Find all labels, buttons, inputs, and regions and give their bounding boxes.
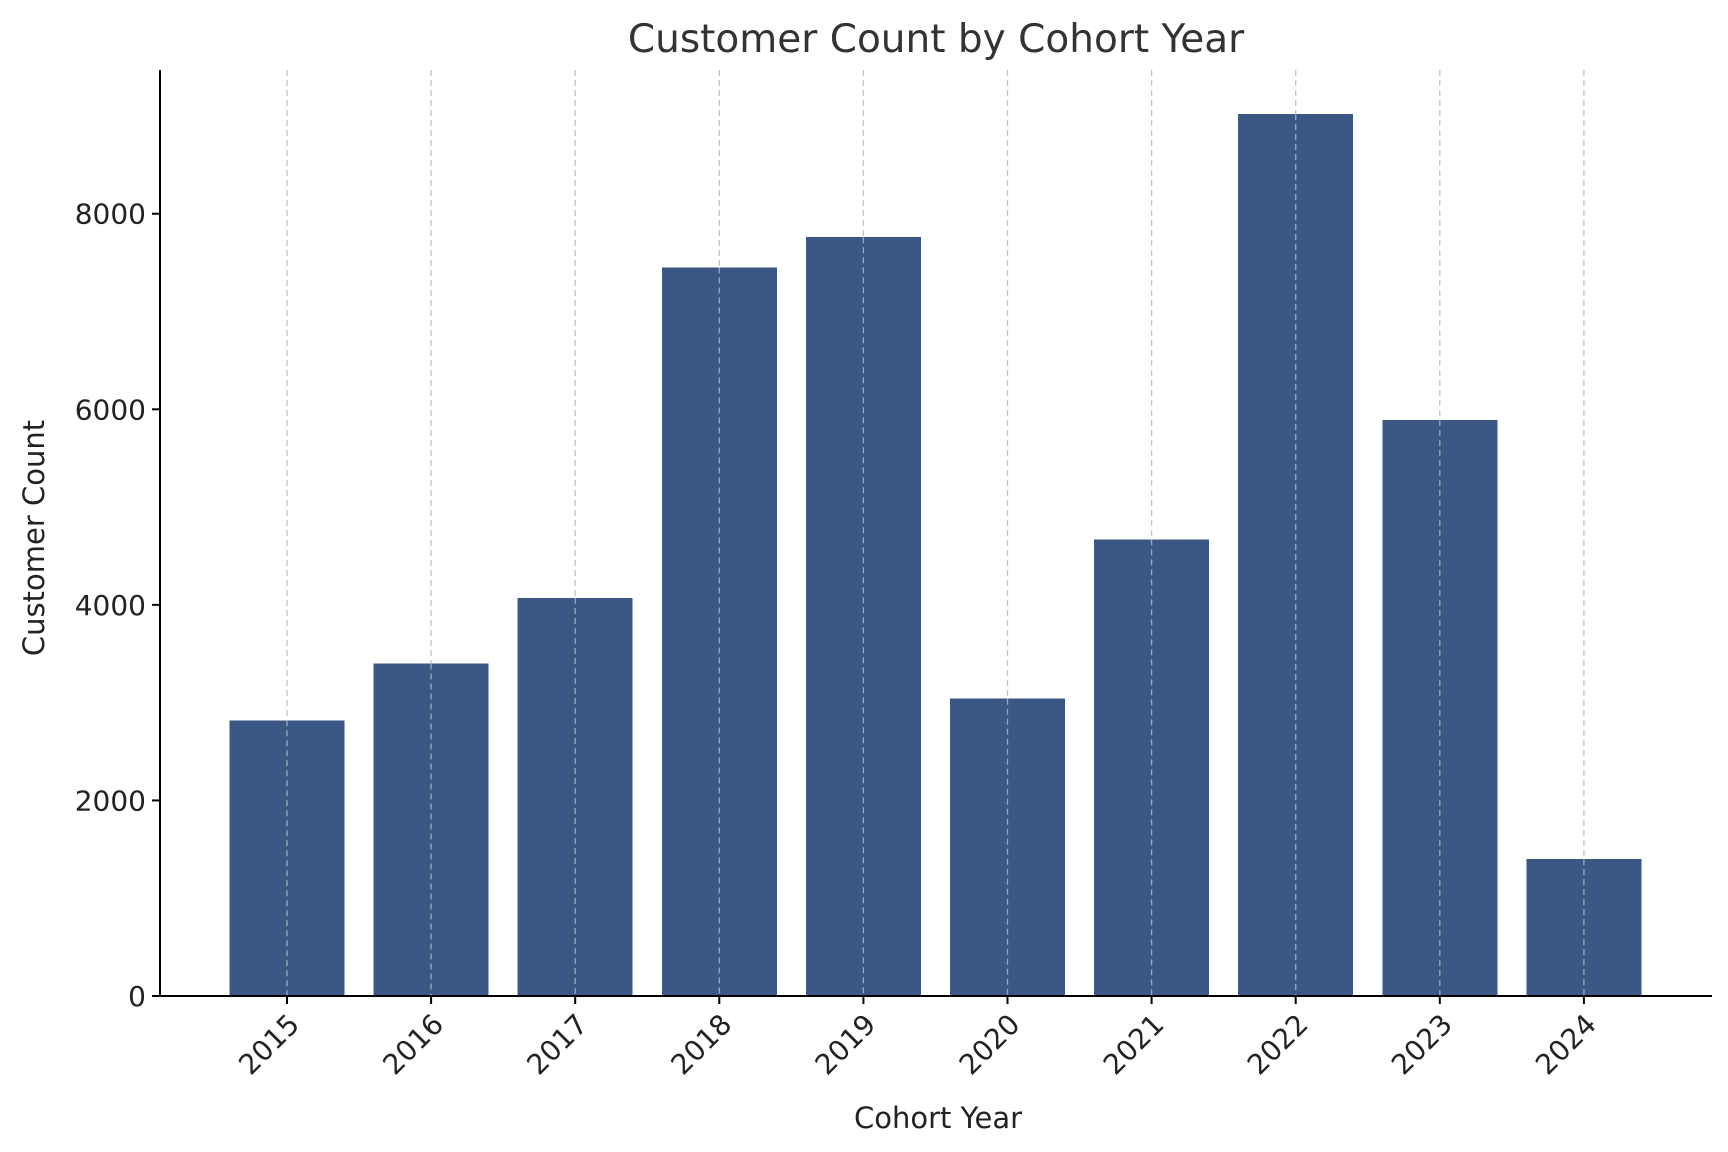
y-tick-label: 4000 bbox=[75, 589, 146, 622]
chart-title: Customer Count by Cohort Year bbox=[628, 17, 1245, 62]
y-tick-label: 6000 bbox=[75, 393, 146, 426]
bar-2021 bbox=[1094, 539, 1210, 996]
x-axis-label: Cohort Year bbox=[854, 1101, 1022, 1135]
bar-2020 bbox=[950, 698, 1065, 996]
bars bbox=[229, 114, 1642, 997]
y-ticks: 0 2000 4000 6000 8000 bbox=[75, 198, 160, 1013]
y-tick-label: 0 bbox=[128, 980, 146, 1013]
y-axis-label: Customer Count bbox=[17, 420, 51, 656]
y-tick-label: 8000 bbox=[75, 198, 146, 231]
x-tick-label: 2018 bbox=[665, 1008, 739, 1082]
x-tick-label: 2015 bbox=[232, 1008, 306, 1082]
bar-2023 bbox=[1382, 420, 1498, 996]
x-tick-label: 2022 bbox=[1241, 1008, 1315, 1082]
x-tick-label: 2023 bbox=[1385, 1008, 1459, 1082]
x-tick-label: 2017 bbox=[520, 1008, 594, 1082]
x-tick-label: 2024 bbox=[1529, 1008, 1603, 1082]
grid-lines-front bbox=[286, 114, 1585, 996]
bar-2017 bbox=[517, 598, 633, 996]
x-tick-label: 2021 bbox=[1097, 1008, 1171, 1082]
x-tick-label: 2016 bbox=[376, 1008, 450, 1082]
x-tick-label: 2019 bbox=[809, 1008, 883, 1082]
x-tick-label: 2020 bbox=[953, 1008, 1027, 1082]
x-ticks: 2015 2016 2017 2018 2019 2020 2021 2022 2023 2024 bbox=[232, 996, 1603, 1081]
y-tick-label: 2000 bbox=[75, 784, 146, 817]
